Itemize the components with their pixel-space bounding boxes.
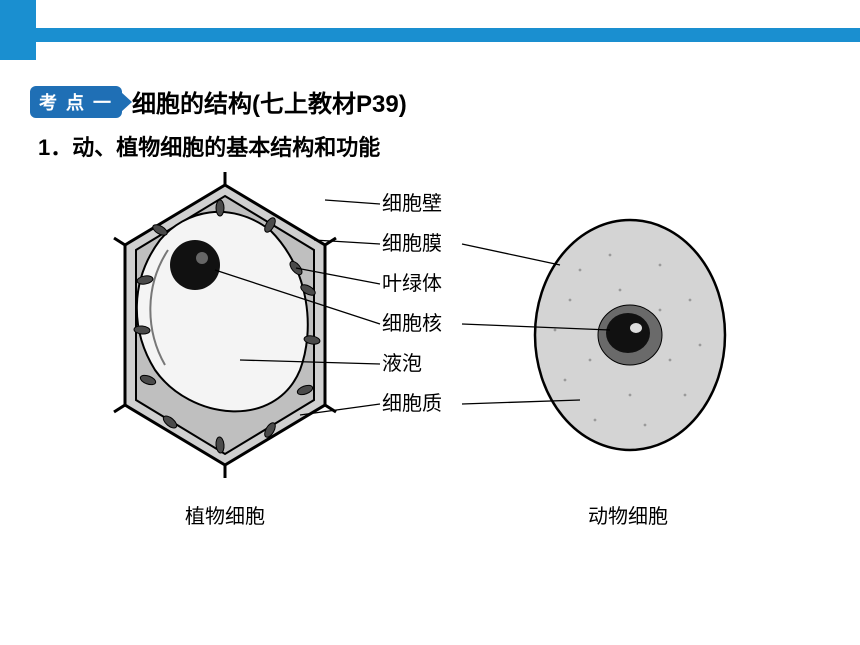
- section-badge: 考 点 一: [30, 86, 122, 118]
- caption-plant-cell: 植物细胞: [185, 500, 265, 529]
- page-subtitle: 1．动、植物细胞的基本结构和功能: [38, 130, 380, 162]
- header-accent-band: [0, 28, 860, 42]
- label-vacuole: 液泡: [382, 352, 422, 375]
- cell-diagram: 细胞壁 细胞膜 叶绿体 细胞核 液泡 细胞质: [100, 170, 760, 500]
- label-nucleus: 细胞核: [382, 312, 442, 335]
- label-cell-wall: 细胞壁: [382, 192, 442, 215]
- label-cell-membrane: 细胞膜: [382, 232, 442, 255]
- page-title: 细胞的结构(七上教材P39): [132, 84, 407, 119]
- animal-cell: [535, 220, 725, 450]
- plant-cell: [114, 172, 336, 478]
- label-cytoplasm: 细胞质: [382, 392, 442, 415]
- caption-animal-cell: 动物细胞: [588, 500, 668, 529]
- label-column: 细胞壁 细胞膜 叶绿体 细胞核 液泡 细胞质: [382, 192, 442, 415]
- label-chloroplast: 叶绿体: [382, 272, 442, 295]
